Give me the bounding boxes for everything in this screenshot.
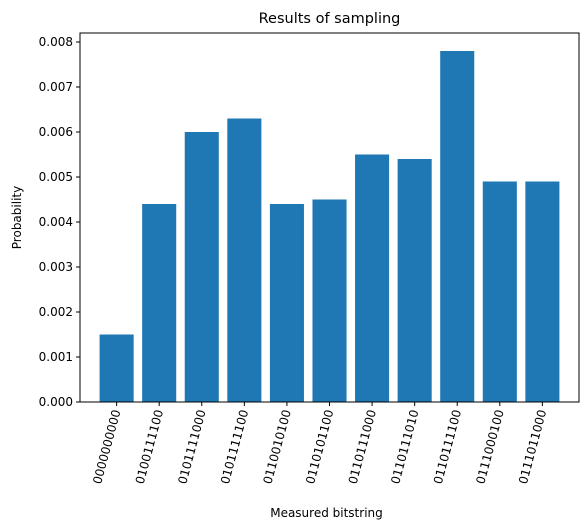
x-tick-label: 0101111000 [175, 408, 208, 485]
y-tick-label: 0.004 [39, 215, 73, 229]
bar-0110111010 [397, 159, 432, 402]
y-tick-label: 0.000 [39, 395, 73, 409]
bar-0110111100 [440, 51, 475, 402]
bar-0101111100 [227, 118, 262, 402]
bar-0101111000 [184, 132, 219, 402]
y-tick-label: 0.005 [39, 170, 73, 184]
bar-0110010100 [269, 204, 304, 402]
x-tick-label: 0101111100 [218, 408, 251, 485]
y-tick-label: 0.007 [39, 80, 73, 94]
x-tick-label: 0110111010 [388, 408, 421, 485]
x-tick-label: 0110111100 [431, 408, 464, 485]
bar-0100111100 [142, 204, 177, 402]
x-tick-label: 0110111000 [346, 408, 379, 485]
bar-0000000000 [99, 334, 134, 402]
x-tick-label: 0100111100 [133, 408, 166, 485]
bar-0110101100 [312, 199, 347, 402]
plot-area: 0.000 0.001 0.002 0.003 0.004 0.005 0.006 0.007… [39, 35, 560, 486]
x-tick-label: 0110101100 [303, 408, 336, 485]
chart-title: Results of sampling [259, 11, 401, 27]
y-tick-label: 0.006 [39, 125, 73, 139]
y-tick-label: 0.002 [39, 305, 73, 319]
y-tick-label: 0.008 [39, 35, 73, 49]
bar-0111000100 [482, 181, 517, 402]
bar-0110111000 [355, 154, 390, 402]
bar-0111011000 [525, 181, 560, 402]
x-tick-label: 0111000100 [473, 408, 506, 485]
y-tick-label: 0.001 [39, 350, 73, 364]
y-axis-label: Probability [10, 186, 24, 249]
y-tick-label: 0.003 [39, 260, 73, 274]
plot-frame [79, 32, 580, 403]
x-axis-label: Measured bitstring [270, 506, 383, 520]
x-tick-label: 0000000000 [90, 408, 123, 485]
x-tick-label: 0111011000 [516, 408, 549, 485]
x-tick-label: 0110010100 [261, 408, 294, 485]
